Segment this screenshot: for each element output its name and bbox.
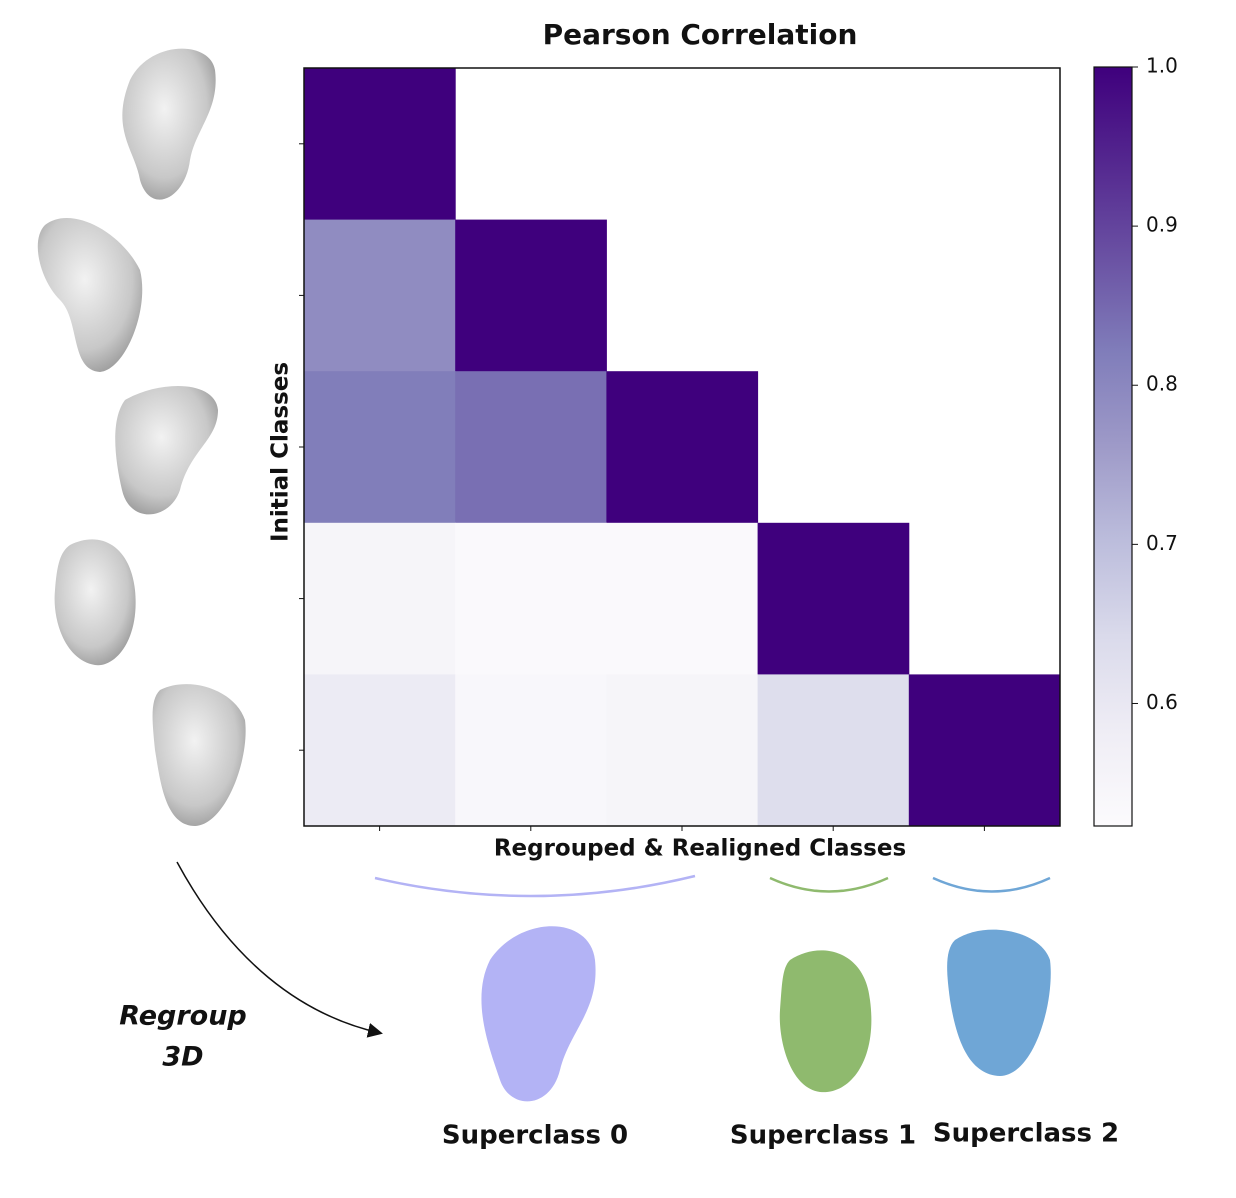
arrow: [176, 861, 383, 1038]
heatmap-cell: [606, 371, 759, 524]
colorbar-tick-label: 1.0: [1146, 54, 1178, 78]
superclass-map: [779, 950, 872, 1093]
heatmap-cell: [304, 522, 456, 675]
colorbar-tick-label: 0.8: [1146, 372, 1178, 396]
annotation: 3D: [162, 1042, 203, 1073]
x-axis-label: Regrouped & Realigned Classes: [494, 836, 906, 862]
heatmap-cell: [908, 674, 1061, 827]
heatmap-cell: [455, 522, 607, 675]
heatmap-cell: [606, 674, 759, 827]
heatmap-cell: [455, 674, 607, 827]
heatmap-cell: [757, 522, 910, 675]
y-axis-label: Initial Classes: [268, 362, 294, 542]
heatmap-cell: [455, 219, 607, 372]
group-bracket: [769, 876, 889, 893]
colorbar-tick-label: 0.9: [1146, 213, 1178, 237]
superclass-map: [947, 929, 1051, 1076]
colorbar-tick-label: 0.7: [1146, 531, 1178, 555]
superclass-label: Superclass 0: [442, 1121, 628, 1151]
heatmap-cell: [606, 522, 759, 675]
heatmap: [304, 68, 1061, 827]
heatmap-cell: [757, 674, 910, 827]
colorbar-tick-label: 0.6: [1146, 690, 1178, 714]
chart-title: Pearson Correlation: [543, 18, 858, 51]
superclass-map: [481, 926, 596, 1102]
heatmap-cell: [304, 674, 456, 827]
heatmap-cell: [455, 371, 607, 524]
annotation: Regroup: [119, 1001, 247, 1032]
superclass-label: Superclass 2: [933, 1119, 1119, 1149]
group-bracket: [374, 874, 696, 898]
initial-class-maps: [37, 48, 246, 826]
heatmap-cell: [304, 219, 456, 372]
colorbar: [1093, 66, 1133, 827]
superclass-label: Superclass 1: [730, 1121, 916, 1151]
heatmap-cell: [304, 371, 456, 524]
heatmap-cell: [304, 68, 456, 221]
group-bracket: [932, 876, 1051, 893]
